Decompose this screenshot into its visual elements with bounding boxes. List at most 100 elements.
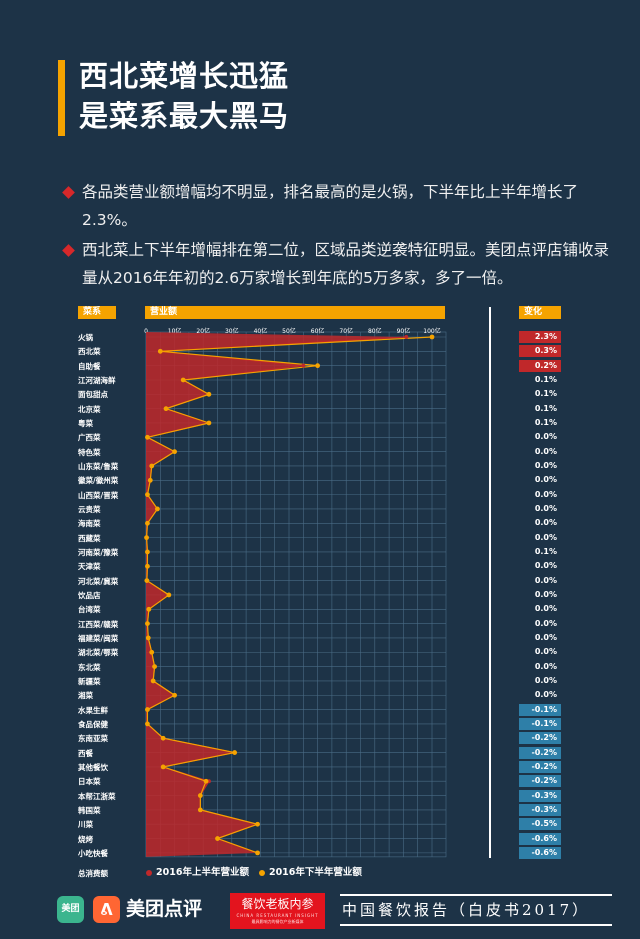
svg-text:10亿: 10亿 (168, 327, 182, 335)
legend-dot-red-icon (146, 869, 152, 876)
change-value: 0.3% (519, 345, 561, 358)
category-label: 河南菜/豫菜 (78, 547, 119, 557)
change-value: -0.3% (519, 789, 561, 802)
change-value: 0.0% (534, 432, 557, 442)
change-value: 0.0% (534, 532, 557, 542)
meituan-logo-icon: 美团 (57, 896, 84, 923)
change-value: 0.0% (534, 475, 557, 485)
diamond-bullet-icon (62, 186, 75, 199)
change-value: -0.6% (519, 846, 561, 859)
total-row-label: 总消费额 (78, 869, 108, 879)
svg-text:20亿: 20亿 (196, 327, 210, 335)
category-label: 粤菜 (78, 418, 93, 428)
category-label: 新疆菜 (78, 676, 101, 686)
change-value: -0.2% (519, 775, 561, 788)
category-label: 北京菜 (78, 404, 101, 414)
change-value: 0.0% (534, 618, 557, 628)
legend-item-h2: 2016年下半年营业额 (258, 864, 362, 878)
legend-item-h1: 2016年上半年营业额 (146, 864, 249, 878)
category-label: 湖北菜/鄂菜 (78, 648, 119, 658)
category-label: 西餐 (78, 748, 93, 758)
category-label: 江河湖海鲜 (78, 375, 116, 385)
change-value: 0.0% (534, 589, 557, 599)
change-value: 0.0% (534, 503, 557, 513)
category-label: 福建菜/闽菜 (78, 633, 119, 643)
category-label: 江西菜/赣菜 (78, 619, 119, 629)
category-label: 自助餐 (78, 361, 101, 371)
change-value: 0.0% (534, 690, 557, 700)
category-label: 东北菜 (78, 662, 101, 672)
change-value: 0.1% (534, 374, 557, 384)
change-value: 0.0% (534, 518, 557, 528)
category-label: 云贵菜 (78, 504, 101, 514)
partner-logo: 餐饮老板内参 CHINA RESTAURANT INSIGHT 最具影响力的餐饮… (230, 893, 325, 929)
title-line-1: 西北菜增长迅猛 (79, 59, 290, 93)
change-value: 0.0% (534, 489, 557, 499)
category-label: 本帮江浙菜 (78, 791, 116, 801)
brand-name: 美团点评 (126, 898, 203, 920)
dianping-logo-icon: ᕕ (93, 896, 120, 923)
change-value: -0.6% (519, 832, 561, 845)
svg-text:90亿: 90亿 (397, 327, 411, 335)
title-accent-bar (58, 60, 65, 136)
category-label: 食品保健 (78, 719, 108, 729)
change-value: 0.1% (534, 546, 557, 556)
bullet-text: 各品类营业额增幅均不明显，排名最高的是火锅，下半年比上半年增长了2.3%。 (82, 183, 579, 229)
svg-text:0: 0 (144, 328, 148, 335)
category-label: 山东菜/鲁菜 (78, 461, 119, 471)
change-value: -0.3% (519, 803, 561, 816)
change-value: 0.0% (534, 647, 557, 657)
svg-text:30亿: 30亿 (225, 327, 239, 335)
category-label: 天津菜 (78, 562, 101, 572)
category-label: 西北菜 (78, 347, 101, 357)
page-title: 西北菜增长迅猛 是菜系最大黑马 (79, 56, 289, 136)
category-label: 饮品店 (78, 590, 101, 600)
change-value: 0.0% (534, 661, 557, 671)
change-value: -0.2% (519, 732, 561, 745)
title-line-2: 是菜系最大黑马 (79, 99, 290, 133)
change-value: 0.1% (534, 389, 557, 399)
change-value: -0.2% (519, 760, 561, 773)
category-label: 台湾菜 (78, 605, 101, 615)
change-value: 0.0% (534, 604, 557, 614)
svg-text:100亿: 100亿 (423, 327, 440, 335)
category-label: 海南菜 (78, 519, 101, 529)
change-header: 变化 (519, 306, 561, 319)
change-value: 0.0% (534, 632, 557, 642)
change-value: 0.0% (534, 446, 557, 456)
category-label: 徽菜/徽州菜 (78, 476, 119, 486)
category-label: 湘菜 (78, 691, 93, 701)
change-value: 0.1% (534, 417, 557, 427)
category-label: 其他餐饮 (78, 762, 108, 772)
change-value: 0.0% (534, 575, 557, 585)
change-value: 0.2% (519, 359, 561, 372)
svg-text:70亿: 70亿 (339, 327, 353, 335)
report-title: 中国餐饮报告（白皮书2017） (340, 894, 612, 926)
change-value: -0.5% (519, 818, 561, 831)
category-label: 川菜 (78, 820, 93, 830)
legend-dot-orange-icon (258, 869, 265, 876)
svg-text:80亿: 80亿 (368, 327, 382, 335)
category-label: 面包甜点 (78, 390, 108, 400)
change-value: 2.3% (519, 331, 561, 343)
change-value: 0.0% (534, 460, 557, 470)
diamond-bullet-icon (62, 244, 75, 257)
category-label: 烧烤 (78, 834, 93, 844)
footer: 美团 ᕕ 美团点评 餐饮老板内参 CHINA RESTAURANT INSIGH… (0, 890, 640, 930)
category-label: 日本菜 (78, 777, 101, 787)
bullet-item: 西北菜上下半年增幅排在第二位，区域品类逆袭特征明显。美团点评店铺收录量从2016… (62, 236, 622, 292)
category-label: 河北菜/冀菜 (78, 576, 119, 586)
svg-text:40亿: 40亿 (254, 327, 268, 335)
change-value: -0.1% (519, 703, 561, 716)
category-label: 韩国菜 (78, 805, 101, 815)
category-label: 西藏菜 (78, 533, 101, 543)
bullet-list: 各品类营业额增幅均不明显，排名最高的是火锅，下半年比上半年增长了2.3%。 西北… (62, 178, 622, 294)
svg-text:50亿: 50亿 (282, 327, 296, 335)
category-label: 广西菜 (78, 433, 101, 443)
bullet-item: 各品类营业额增幅均不明显，排名最高的是火锅，下半年比上半年增长了2.3%。 (62, 178, 622, 234)
bullet-text: 西北菜上下半年增幅排在第二位，区域品类逆袭特征明显。美团点评店铺收录量从2016… (82, 241, 610, 287)
category-label: 山西菜/晋菜 (78, 490, 119, 500)
revenue-header: 营业额 (145, 306, 445, 319)
category-label: 火锅 (78, 333, 93, 342)
category-label: 水果生鲜 (78, 705, 108, 715)
